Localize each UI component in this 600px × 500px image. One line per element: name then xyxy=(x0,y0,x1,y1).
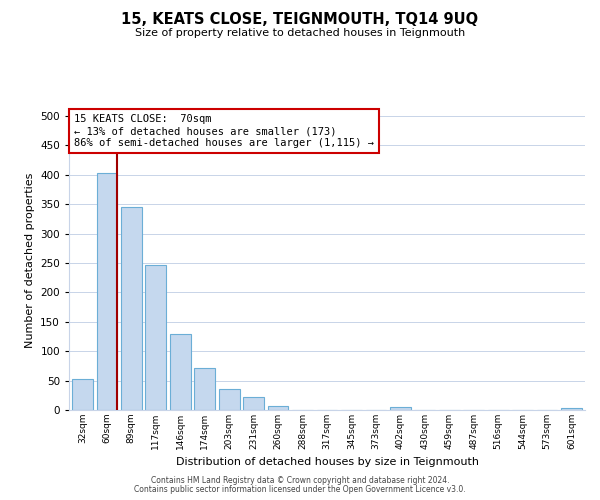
Bar xyxy=(170,334,191,410)
Bar xyxy=(194,368,215,410)
Bar xyxy=(97,173,117,410)
Bar xyxy=(243,397,264,410)
Text: Size of property relative to detached houses in Teignmouth: Size of property relative to detached ho… xyxy=(135,28,465,38)
Text: Contains HM Land Registry data © Crown copyright and database right 2024.: Contains HM Land Registry data © Crown c… xyxy=(151,476,449,485)
X-axis label: Distribution of detached houses by size in Teignmouth: Distribution of detached houses by size … xyxy=(176,458,479,468)
Bar xyxy=(72,380,93,410)
Text: Contains public sector information licensed under the Open Government Licence v3: Contains public sector information licen… xyxy=(134,485,466,494)
Y-axis label: Number of detached properties: Number of detached properties xyxy=(25,172,35,348)
Bar xyxy=(145,264,166,410)
Bar xyxy=(268,406,289,410)
Bar xyxy=(390,407,411,410)
Text: 15, KEATS CLOSE, TEIGNMOUTH, TQ14 9UQ: 15, KEATS CLOSE, TEIGNMOUTH, TQ14 9UQ xyxy=(121,12,479,28)
Text: 15 KEATS CLOSE:  70sqm
← 13% of detached houses are smaller (173)
86% of semi-de: 15 KEATS CLOSE: 70sqm ← 13% of detached … xyxy=(74,114,374,148)
Bar xyxy=(561,408,582,410)
Bar xyxy=(219,390,239,410)
Bar xyxy=(121,207,142,410)
